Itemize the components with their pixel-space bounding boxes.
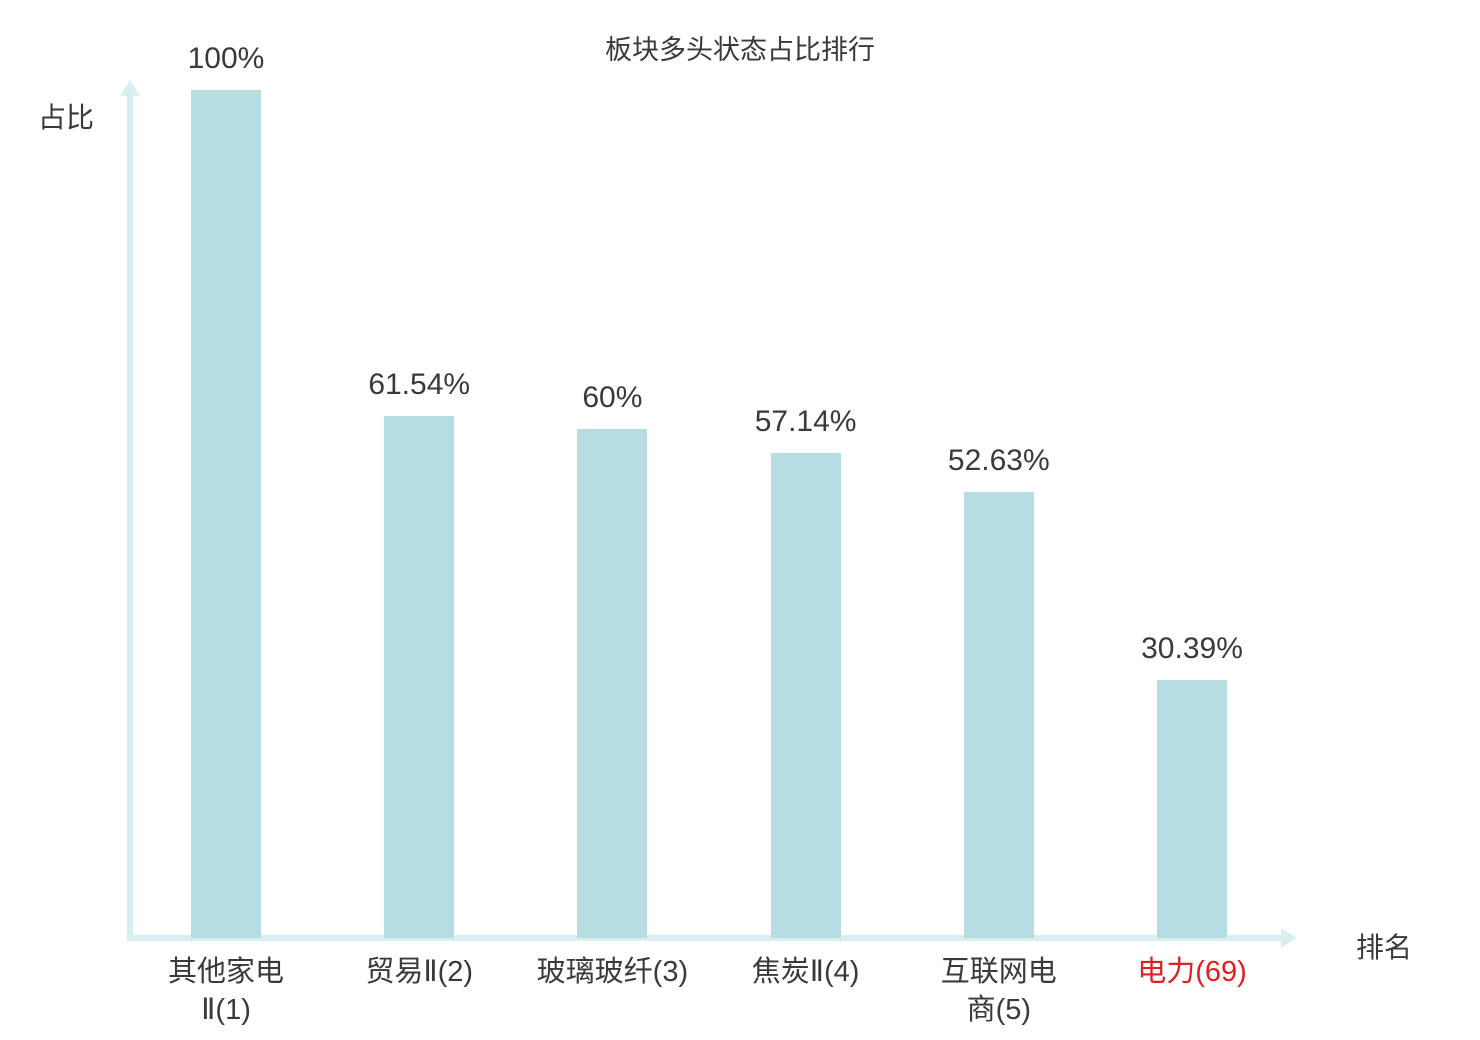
bar-value-label: 52.63%	[947, 443, 1050, 477]
bar-value-label: 30.39%	[1141, 632, 1243, 666]
bar	[577, 429, 648, 938]
y-axis-label: 占比	[38, 102, 95, 133]
bar-value-label: 61.54%	[368, 368, 471, 402]
bar-category-label: 电力(69)	[1137, 956, 1247, 988]
y-axis-line	[127, 94, 133, 941]
bar	[1157, 680, 1227, 938]
bar	[191, 90, 261, 938]
bar	[384, 416, 455, 938]
bar-value-label: 57.14%	[754, 405, 857, 439]
bar-category-label: 玻璃玻纤(3)	[536, 956, 689, 988]
x-axis-arrow-icon	[1281, 928, 1297, 948]
bar	[963, 491, 1034, 938]
x-axis-line	[127, 935, 1283, 941]
chart-title: 板块多头状态占比排行	[605, 35, 875, 65]
bar-category-label: 其他家电 Ⅱ(1)	[167, 956, 284, 1026]
bar-value-label: 60%	[582, 381, 643, 415]
x-axis-label: 排名	[1356, 932, 1413, 963]
bar-category-label: 贸易Ⅱ(2)	[365, 956, 474, 988]
bar-value-label: 100%	[187, 42, 265, 75]
bar-category-label: 互联网电 商(5)	[940, 956, 1057, 1026]
y-axis-arrow-icon	[120, 80, 140, 96]
bar	[770, 453, 841, 938]
bar-category-label: 焦炭Ⅱ(4)	[751, 956, 860, 988]
